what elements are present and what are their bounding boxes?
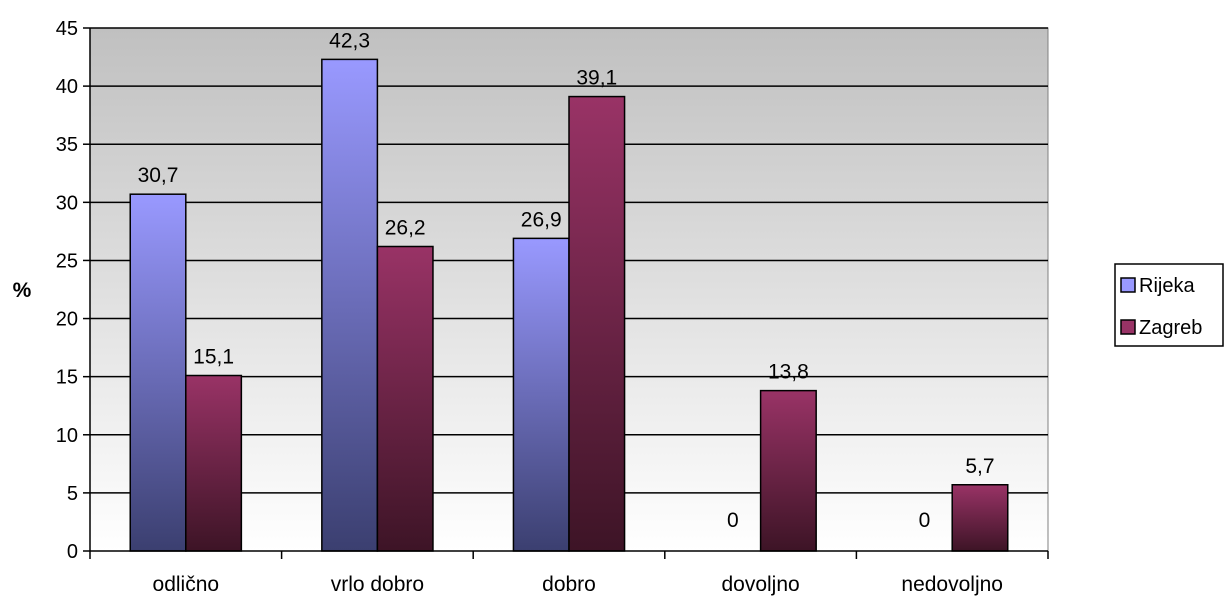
data-label: 39,1	[576, 67, 617, 90]
y-tick-label: 35	[56, 134, 78, 156]
legend-label-rijeka: Rijeka	[1139, 275, 1195, 297]
x-tick-label: nedovoljno	[901, 573, 1003, 596]
axes: 0 5 10 15 20 25 30 35 40 45 odlično vrlo dobro dobro…	[56, 18, 1049, 596]
bar-zagreb	[568, 95, 626, 552]
legend: Rijeka Zagreb	[1114, 263, 1224, 347]
y-tick-label: 20	[56, 309, 78, 331]
x-tick-label: vrlo dobro	[331, 573, 424, 596]
data-label: 26,2	[385, 216, 426, 239]
legend-label-zagreb: Zagreb	[1139, 317, 1202, 339]
x-tick-label: odlično	[153, 573, 220, 596]
data-label: 30,7	[138, 164, 179, 187]
data-label: 0	[919, 509, 931, 532]
y-tick-label: 10	[56, 425, 78, 447]
data-label: 13,8	[768, 361, 809, 384]
data-label: 15,1	[193, 346, 234, 369]
legend-swatch-rijeka	[1120, 277, 1136, 293]
bar-zagreb	[951, 484, 1009, 552]
data-label: 5,7	[965, 455, 994, 478]
bar-rijeka	[321, 58, 379, 552]
y-tick-label: 45	[56, 18, 78, 40]
legend-swatch-zagreb	[1120, 319, 1136, 335]
data-label: 26,9	[521, 208, 562, 231]
x-tick-label: dovoljno	[721, 573, 799, 596]
y-tick-label: 15	[56, 367, 78, 389]
y-tick-label: 5	[67, 483, 78, 505]
x-tick-label: dobro	[542, 573, 596, 596]
value-labels: 30,7 42,3 26,9 0 0 15,1 26,2 39,1 13,8 5,7	[138, 29, 995, 532]
bar-zagreb	[376, 245, 434, 552]
y-axis-label: %	[13, 279, 32, 302]
y-tick-label: 40	[56, 76, 78, 98]
y-tick-label: 0	[67, 541, 78, 563]
y-tick-label: 30	[56, 192, 78, 214]
bar-rijeka	[512, 237, 570, 552]
data-label: 42,3	[329, 29, 370, 52]
bars	[129, 58, 1009, 552]
y-tick-label: 25	[56, 250, 78, 272]
bar-zagreb	[185, 374, 243, 552]
bar-rijeka	[129, 193, 187, 552]
data-label: 0	[727, 509, 739, 532]
bar-zagreb	[759, 389, 817, 552]
